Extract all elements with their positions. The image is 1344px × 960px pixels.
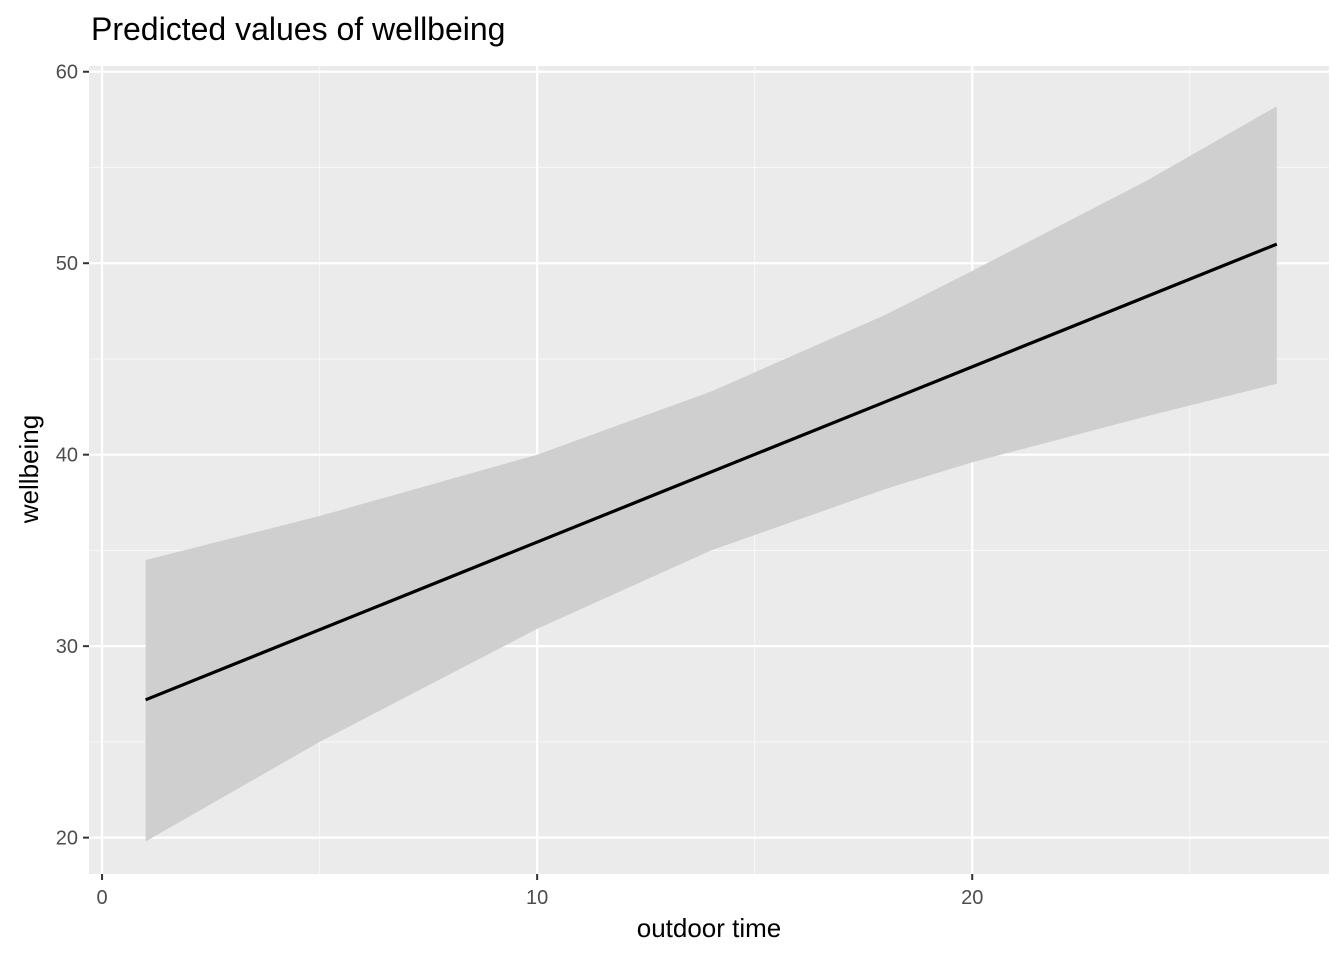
- chart-title: Predicted values of wellbeing: [91, 11, 505, 47]
- x-axis-ticks: 0 10 20: [96, 874, 983, 909]
- y-tick-label: 60: [56, 62, 78, 84]
- x-tick-label: 0: [96, 887, 107, 909]
- x-axis-title: outdoor time: [637, 913, 782, 943]
- y-tick-label: 20: [56, 828, 78, 850]
- y-axis-ticks: 20 30 40 50 60: [56, 62, 89, 850]
- y-tick-label: 30: [56, 636, 78, 658]
- prediction-line: [145, 242, 1278, 702]
- x-tick-label: 20: [961, 887, 983, 909]
- major-gridlines: [89, 66, 1329, 874]
- confidence-ribbon: [145, 106, 1277, 842]
- x-tick-label: 10: [526, 887, 548, 909]
- y-tick-label: 50: [56, 253, 78, 275]
- y-axis-title: wellbeing: [14, 415, 44, 524]
- y-tick-label: 40: [56, 445, 78, 467]
